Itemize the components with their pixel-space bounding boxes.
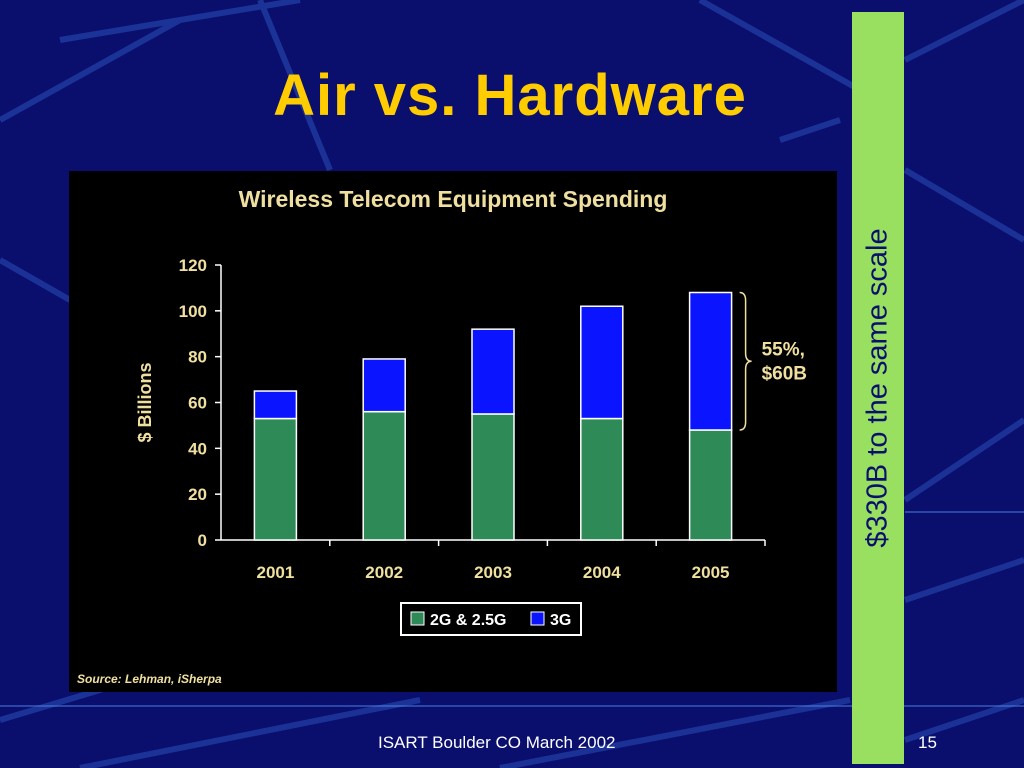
side-note-bar: [852, 12, 904, 764]
bar-chart: Wireless Telecom Equipment Spending $ Bil…: [77, 186, 807, 686]
y-tick-label: 0: [198, 531, 207, 550]
bar-2g-2004: [580, 417, 624, 541]
y-tick-label: 40: [188, 439, 207, 458]
annotation-brace: [739, 291, 752, 431]
bar-3g-2004: [580, 305, 624, 420]
chart-panel: Wireless Telecom Equipment Spending $ Bil…: [69, 171, 837, 692]
x-tick-label: 2001: [256, 563, 294, 582]
bar-3g-2003: [471, 328, 515, 415]
slide-title: Air vs. Hardware: [273, 63, 747, 128]
page-number: 15: [918, 733, 937, 752]
bar-3g-2002: [362, 358, 406, 413]
y-tick-label: 100: [179, 302, 207, 321]
bar-2g-2005: [688, 429, 733, 541]
bar-3g-2001: [253, 390, 298, 420]
annotation-label: 55%,: [762, 339, 805, 360]
bar-3g-2005: [688, 291, 733, 431]
x-tick-label: 2005: [692, 563, 730, 582]
x-tick-label: 2003: [474, 563, 512, 582]
bar-2g-2003: [471, 413, 515, 541]
bar-2g-2002: [362, 410, 406, 541]
legend-label: 2G & 2.5G: [430, 612, 506, 629]
legend-label: 3G: [550, 612, 571, 629]
footer-text: ISART Boulder CO March 2002: [378, 733, 616, 752]
chart-title: Wireless Telecom Equipment Spending: [239, 186, 668, 212]
y-tick-label: 60: [188, 394, 207, 413]
legend-box: [400, 602, 582, 636]
y-tick-label: 20: [188, 485, 207, 504]
annotation-label: $60B: [762, 363, 807, 384]
legend-swatch: [410, 611, 425, 626]
y-tick-label: 80: [188, 348, 207, 367]
x-tick-label: 2004: [583, 563, 621, 582]
legend-swatch: [530, 611, 545, 626]
y-axis-label: $ Billions: [135, 362, 155, 442]
y-tick-label: 120: [179, 256, 207, 275]
chart-source: Source: Lehman, iSherpa: [77, 672, 222, 686]
bar-2g-2001: [253, 417, 298, 541]
side-note-text: $330B to the same scale: [861, 228, 894, 548]
x-tick-label: 2002: [365, 563, 403, 582]
